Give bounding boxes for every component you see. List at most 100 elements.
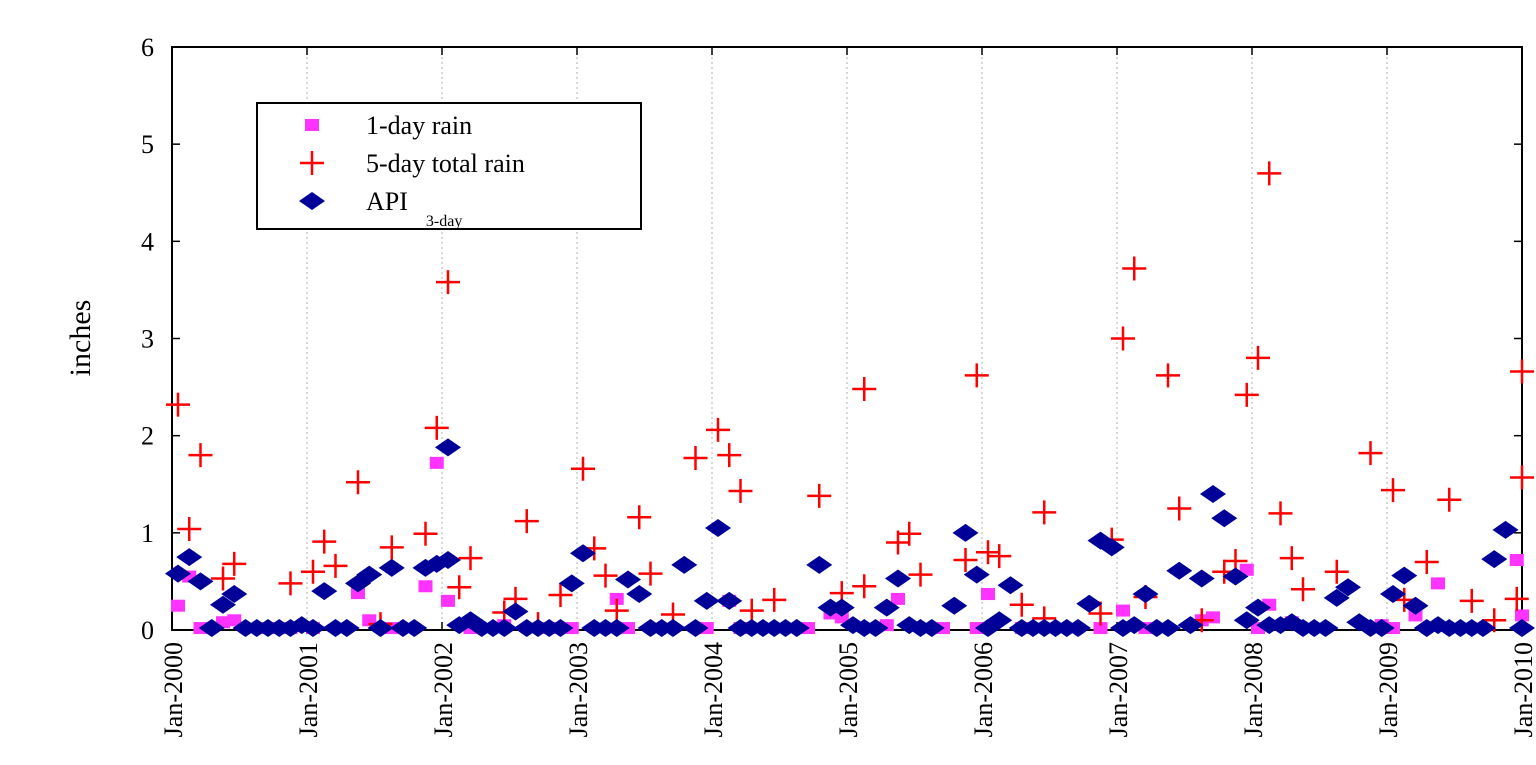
five-day-rain-point bbox=[953, 548, 978, 573]
x-tick-label: Jan-2005 bbox=[834, 642, 863, 737]
api-3day-point bbox=[783, 619, 810, 638]
api-3day-point bbox=[986, 611, 1013, 630]
five-day-rain-point bbox=[458, 546, 483, 571]
five-day-rain-point bbox=[1122, 256, 1147, 281]
legend-label: API bbox=[366, 187, 408, 216]
api-3day-point bbox=[210, 595, 236, 614]
five-day-rain-point bbox=[1504, 586, 1529, 611]
five-day-rain-point bbox=[166, 392, 190, 417]
five-day-rain-point bbox=[1414, 549, 1439, 574]
legend-label: 5-day total rain bbox=[366, 149, 525, 178]
five-day-rain-point bbox=[1324, 559, 1349, 584]
five-day-rain-point bbox=[908, 562, 933, 587]
five-day-rain-point bbox=[1111, 326, 1135, 351]
api-3day-point bbox=[1233, 611, 1260, 630]
api-3day-point bbox=[547, 619, 574, 638]
five-day-rain-point bbox=[1088, 601, 1113, 626]
x-tick-label: Jan-2009 bbox=[1374, 642, 1403, 737]
api-3day-point bbox=[918, 619, 945, 638]
api-3day-point bbox=[862, 619, 889, 638]
five-day-rain-point bbox=[424, 415, 449, 440]
api-3day-point bbox=[165, 564, 191, 583]
api-3day-point bbox=[1155, 619, 1181, 638]
api-3day-point bbox=[660, 619, 686, 638]
api-3day-point bbox=[367, 619, 394, 638]
api-3day-point bbox=[1177, 616, 1204, 635]
five-day-rain-point bbox=[211, 566, 235, 591]
five-day-rain-point bbox=[1279, 546, 1304, 571]
five-day-rain-point bbox=[604, 598, 629, 623]
one-day-rain-point bbox=[891, 592, 905, 605]
api-3day-point bbox=[1132, 585, 1159, 604]
api-3day-point bbox=[570, 544, 596, 563]
x-tick-label: Jan-2002 bbox=[429, 642, 458, 737]
one-day-rain-point bbox=[171, 599, 185, 612]
five-day-rain-point bbox=[683, 446, 708, 471]
api-3day-point bbox=[1335, 578, 1361, 597]
api-3day-point bbox=[300, 619, 326, 638]
api-3day-point bbox=[705, 518, 731, 537]
api-3day-point bbox=[1312, 619, 1339, 638]
api-3day-point bbox=[885, 569, 911, 588]
one-day-rain-point bbox=[418, 580, 433, 593]
legend-marker bbox=[300, 151, 324, 175]
api-3day-point bbox=[491, 619, 518, 638]
five-day-rain-point bbox=[1459, 588, 1484, 613]
one-day-rain-point bbox=[351, 587, 365, 600]
y-axis-tick-labels: 0 1 2 3 4 5 6 bbox=[141, 33, 154, 645]
series-plus bbox=[166, 161, 1534, 637]
x-tick-label: Jan-2000 bbox=[159, 642, 188, 737]
five-day-rain-point bbox=[1257, 161, 1282, 186]
api-3day-point bbox=[558, 574, 585, 593]
x-axis-tick-labels: Jan-2000 Jan-2001 Jan-2002 Jan-2003 Jan-2004… bbox=[159, 642, 1536, 737]
y-tick-label: 2 bbox=[141, 422, 154, 451]
five-day-rain-point bbox=[188, 443, 213, 468]
api-3day-point bbox=[1368, 619, 1395, 638]
five-day-rain-point bbox=[379, 535, 404, 560]
y-tick-label: 6 bbox=[141, 33, 154, 62]
api-3day-point bbox=[401, 619, 428, 638]
api-3day-point bbox=[1492, 520, 1519, 539]
legend-label: 1-day rain bbox=[366, 111, 472, 140]
five-day-rain-point bbox=[593, 563, 618, 588]
x-tick-label: Jan-2003 bbox=[564, 642, 593, 737]
five-day-rain-point bbox=[976, 540, 1000, 565]
api-3day-point bbox=[941, 596, 968, 615]
five-day-rain-point bbox=[1291, 577, 1315, 602]
api-3day-point bbox=[1323, 588, 1350, 607]
five-day-rain-point bbox=[413, 521, 438, 546]
x-tick-label: Jan-2001 bbox=[294, 642, 323, 737]
one-day-rain-point bbox=[1206, 611, 1220, 624]
five-day-rain-point bbox=[312, 529, 337, 554]
api-3day-point bbox=[806, 555, 833, 574]
api-3day-point bbox=[1121, 616, 1148, 635]
y-axis-title: inches bbox=[64, 300, 97, 377]
one-day-rain-point bbox=[441, 594, 455, 607]
one-day-rain-point bbox=[1509, 554, 1524, 567]
five-day-rain-point bbox=[964, 363, 989, 388]
api-3day-point bbox=[435, 551, 461, 570]
five-day-rain-point bbox=[278, 571, 303, 596]
five-day-rain-point bbox=[1437, 487, 1462, 512]
y-tick-label: 0 bbox=[141, 616, 154, 645]
one-day-rain-point bbox=[1116, 604, 1130, 617]
api-3day-point bbox=[176, 548, 203, 567]
api-3day-point bbox=[873, 598, 900, 617]
five-day-rain-point bbox=[987, 544, 1012, 569]
y-tick-label: 3 bbox=[141, 325, 154, 354]
five-day-rain-point bbox=[436, 270, 460, 295]
api-3day-point bbox=[952, 523, 979, 542]
legend-marker bbox=[305, 119, 319, 131]
x-tick-label: Jan-2008 bbox=[1239, 642, 1268, 737]
five-day-rain-point bbox=[1234, 382, 1259, 407]
api-3day-point bbox=[1166, 561, 1193, 580]
y-tick-label: 4 bbox=[141, 227, 154, 256]
x-tick-label: Jan-2007 bbox=[1104, 642, 1133, 737]
api-3day-point bbox=[1211, 509, 1238, 528]
series-diamond bbox=[165, 438, 1535, 638]
x-tick-label: Jan-2006 bbox=[969, 642, 998, 737]
five-day-rain-point bbox=[346, 470, 370, 495]
five-day-rain-point bbox=[447, 575, 472, 600]
five-day-rain-point bbox=[1358, 441, 1383, 466]
